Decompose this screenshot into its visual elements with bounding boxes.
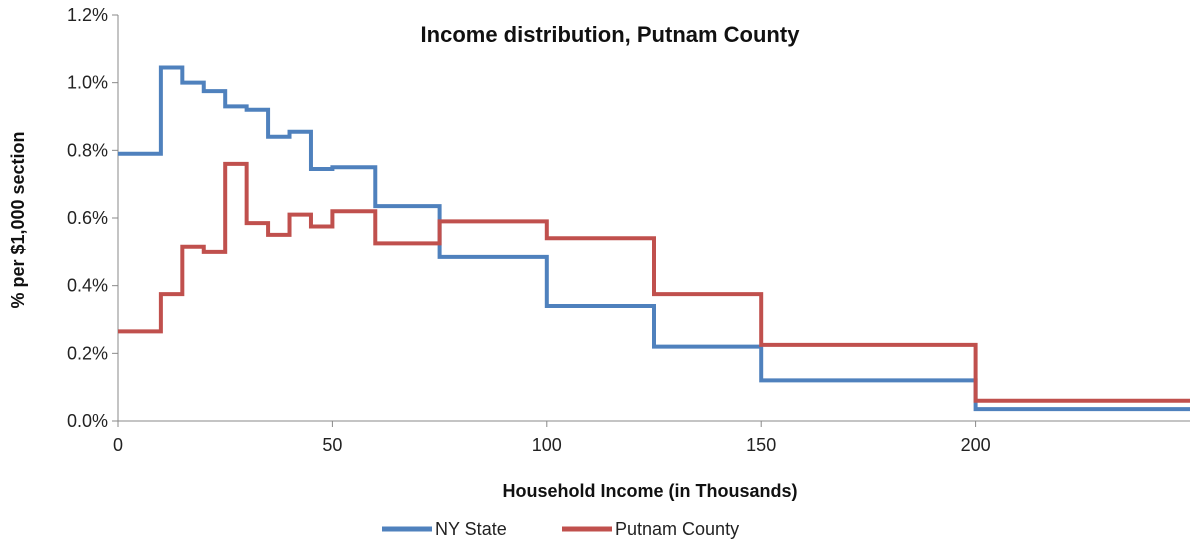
y-tick-label: 0.6% xyxy=(67,208,108,228)
x-tick-label: 50 xyxy=(322,435,342,455)
chart-title: Income distribution, Putnam County xyxy=(421,22,801,47)
axes xyxy=(117,15,1190,422)
x-tick-label: 200 xyxy=(961,435,991,455)
legend-label-ny-state: NY State xyxy=(435,519,507,539)
y-tick-label: 0.8% xyxy=(67,140,108,160)
legend: NY State Putnam County xyxy=(382,519,739,539)
y-tick-label: 1.0% xyxy=(67,73,108,93)
x-axis-title: Household Income (in Thousands) xyxy=(502,481,797,501)
x-tick-label: 0 xyxy=(113,435,123,455)
y-ticks: 0.0% 0.2% 0.4% 0.6% 0.8% 1.0% 1.2% xyxy=(67,5,118,431)
y-tick-label: 0.4% xyxy=(67,276,108,296)
legend-label-putnam-county: Putnam County xyxy=(615,519,739,539)
y-tick-label: 1.2% xyxy=(67,5,108,25)
x-tick-label: 100 xyxy=(532,435,562,455)
x-ticks: 0 50 100 150 200 xyxy=(113,421,991,455)
y-tick-label: 0.2% xyxy=(67,343,108,363)
x-tick-label: 150 xyxy=(746,435,776,455)
series-line-putnam-county xyxy=(118,161,1190,403)
series-line-ny-state xyxy=(118,65,1190,412)
series-lines xyxy=(118,65,1190,412)
y-axis-title: % per $1,000 section xyxy=(8,131,28,308)
y-tick-label: 0.0% xyxy=(67,411,108,431)
